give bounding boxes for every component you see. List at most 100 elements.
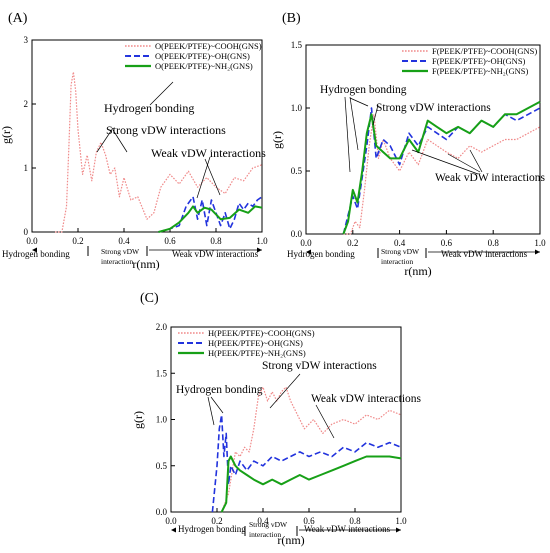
region-label-weak: Weak vDW interactions [441, 249, 528, 259]
plot-frame [305, 44, 541, 235]
series-line-nh2 [342, 100, 541, 235]
annotation-pointer [315, 404, 335, 439]
x-tick-label: 0.8 [210, 236, 222, 246]
panel-label: (B) [282, 11, 301, 26]
x-tick-label: 0.6 [441, 238, 453, 248]
annotation-strong-vdw: Strong vDW interactions [376, 102, 491, 114]
x-tick-label: 0.8 [349, 516, 361, 526]
annotation-pointer [349, 96, 359, 151]
panel-label: (A) [8, 11, 28, 26]
x-tick-label: 1.0 [256, 236, 268, 246]
annotation-pointer [149, 81, 174, 106]
region-label-strong: Strong vDW interaction [249, 520, 288, 539]
annotation-weak-vdw: Weak vDW interactions [311, 393, 422, 405]
legend-entry-oh: O(PEEK/PTFE)~OH(GNS) [155, 51, 250, 61]
region-label-strong: Strong vDW interaction [101, 247, 140, 266]
annotation-pointer [196, 156, 211, 199]
region-label-weak: Weak vDW interactions [172, 249, 259, 259]
y-tick-label: 0.5 [156, 461, 168, 471]
annotation-pointer [112, 129, 128, 153]
annotation-weak-vdw: Weak vDW interactions [151, 146, 266, 160]
legend-entry-cooh: F(PEEK/PTFE)~COOH(GNS) [432, 46, 537, 56]
x-tick-label: 0.8 [488, 238, 500, 248]
plot-frame [31, 39, 263, 233]
y-tick-label: 1.5 [291, 40, 303, 50]
annotation-pointer [469, 149, 483, 173]
x-axis-label: r(nm) [277, 533, 304, 547]
y-tick-label: 0.0 [156, 507, 168, 517]
x-tick-label: 0.2 [72, 236, 83, 246]
region-label-weak: Weak vDW interactions [304, 524, 391, 534]
annotation-pointer [96, 127, 114, 153]
x-tick-label: 0.0 [300, 238, 312, 248]
x-tick-label: 1.0 [534, 238, 546, 248]
panel-c: (C) g(r) r(nm) Hydrogen bonding Strong v… [131, 291, 422, 547]
annotation-pointer [411, 149, 479, 175]
x-axis-label: r(nm) [132, 257, 159, 271]
y-axis-label: g(r) [0, 126, 13, 144]
y-axis-label: g(r) [131, 411, 145, 429]
legend-entry-oh: H(PEEK/PTFE)~OH(GNS) [208, 338, 303, 348]
x-tick-label: 0.0 [165, 516, 177, 526]
y-tick-label: 1.0 [156, 415, 168, 425]
region-label-strong: Strong vDW interaction [381, 247, 420, 266]
x-tick-label: 0.2 [211, 516, 222, 526]
region-arrowhead [396, 527, 401, 533]
region-label-hydrogen: Hydrogen bonding [287, 249, 355, 259]
series-line-cooh [343, 113, 541, 235]
annotation-strong-vdw: Strong vDW interactions [262, 360, 377, 372]
annotation-hydrogen-bonding: Hydrogen bonding [320, 84, 407, 96]
y-tick-label: 3 [24, 35, 29, 45]
legend-entry-nh2: F(PEEK/PTFE)~NH₂(GNS) [432, 66, 529, 76]
y-tick-label: 1.5 [156, 368, 168, 378]
y-tick-label: 2.0 [156, 322, 168, 332]
annotation-pointer [447, 153, 481, 173]
panel-a: (A) g(r) r(nm) Hydrogen bonding Strong v… [0, 11, 268, 271]
annotation-pointer [210, 396, 224, 414]
x-tick-label: 1.0 [395, 516, 407, 526]
legend-entry-cooh: O(PEEK/PTFE)~COOH(GNS) [155, 41, 262, 51]
panel-label: (C) [140, 291, 159, 306]
y-tick-label: 0 [24, 227, 29, 237]
annotation-strong-vdw: Strong vDW interactions [106, 123, 226, 137]
region-arrowhead [171, 527, 176, 533]
series-line-nh2 [158, 205, 263, 233]
x-axis-label: r(nm) [404, 264, 431, 278]
annotation-hydrogen-bonding: Hydrogen bonding [176, 384, 263, 396]
series-line-cooh [221, 386, 402, 513]
panel-b: (B) g(r) r(nm) Hydrogen bonding Strong v… [270, 11, 546, 278]
y-tick-label: 1 [24, 163, 29, 173]
y-tick-label: 1.0 [291, 103, 303, 113]
annotation-pointer [269, 373, 301, 409]
x-tick-label: 0.2 [347, 238, 358, 248]
region-arrowhead [306, 249, 311, 255]
x-tick-label: 0.6 [164, 236, 176, 246]
region-arrowhead [257, 247, 262, 253]
annotation-weak-vdw: Weak vDW interactions [435, 172, 546, 184]
annotation-pointer [207, 396, 215, 426]
annotation-pointer [349, 97, 369, 107]
x-tick-label: 0.0 [26, 236, 38, 246]
legend-entry-cooh: H(PEEK/PTFE)~COOH(GNS) [208, 328, 315, 338]
annotation-pointer [204, 158, 221, 196]
annotation-hydrogen-bonding: Hydrogen bonding [104, 101, 194, 115]
series-line-oh [158, 196, 263, 233]
series-line-nh2 [220, 455, 402, 513]
x-tick-label: 0.6 [303, 516, 315, 526]
x-tick-label: 0.4 [394, 238, 406, 248]
y-tick-label: 0.5 [291, 166, 303, 176]
region-arrowhead [535, 249, 540, 255]
y-axis-label: g(r) [270, 131, 284, 149]
series-line-oh [211, 414, 402, 513]
annotation-pointer [344, 96, 351, 173]
series-line-cooh [55, 71, 263, 233]
legend-entry-nh2: H(PEEK/PTFE)~NH₂(GNS) [208, 348, 306, 358]
legend-entry-nh2: O(PEEK/PTFE)~NH₂(GNS) [155, 61, 253, 71]
y-tick-label: 0.0 [291, 229, 303, 239]
x-tick-label: 0.4 [257, 516, 269, 526]
y-tick-label: 2 [24, 99, 29, 109]
x-tick-label: 0.4 [118, 236, 130, 246]
annotation-pointer [372, 104, 379, 126]
region-label-hydrogen: Hydrogen bonding [178, 524, 246, 534]
